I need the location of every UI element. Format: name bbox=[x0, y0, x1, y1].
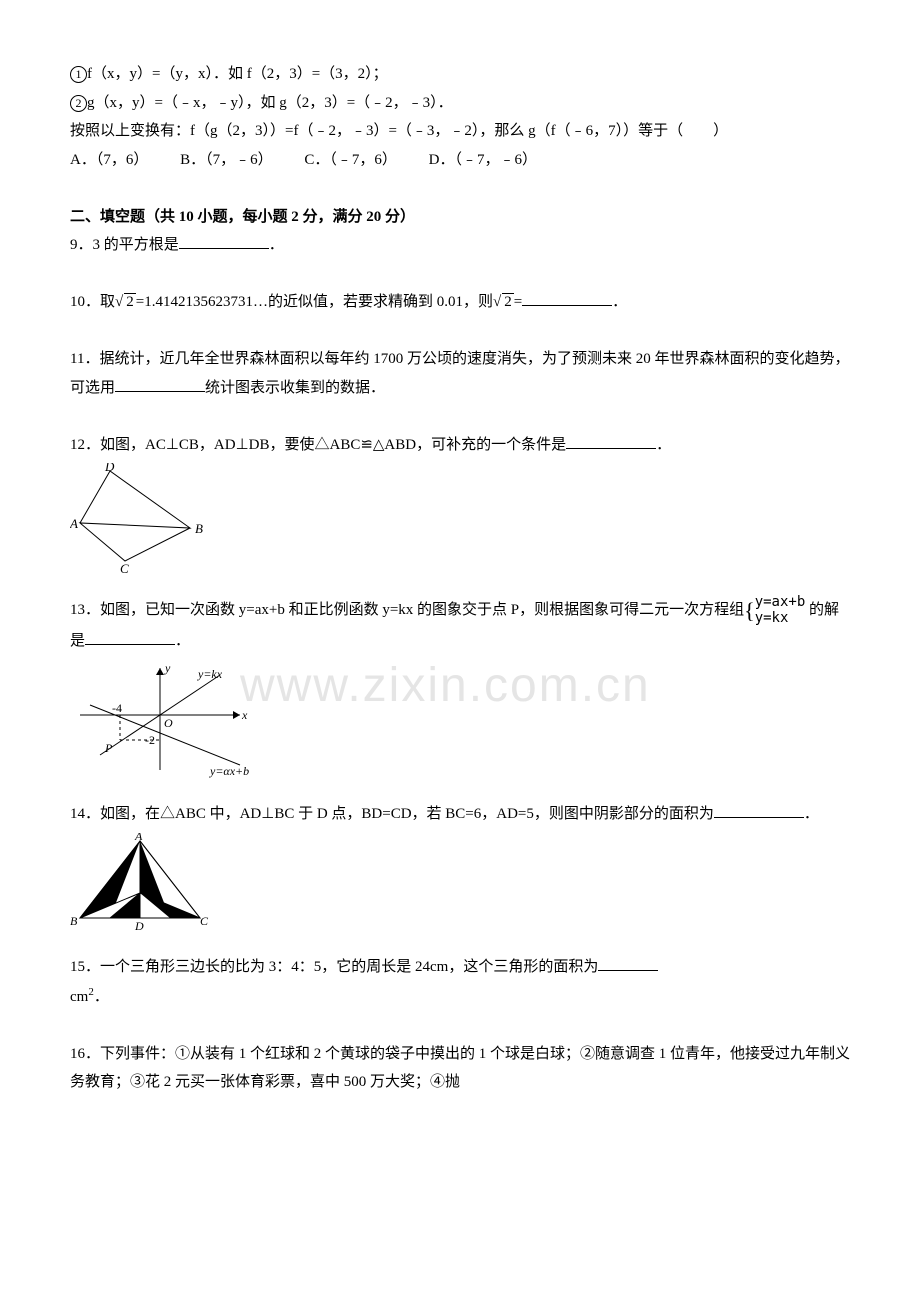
q10-sqrt2: 2 bbox=[502, 293, 514, 310]
q16-text: 16．下列事件：①从装有 1 个红球和 2 个黄球的袋子中摸出的 1 个球是白球… bbox=[70, 1046, 850, 1091]
q11-post: 统计图表示收集到的数据． bbox=[205, 380, 385, 396]
q12-figure: A B C D bbox=[70, 463, 850, 584]
q14-label-d: D bbox=[134, 919, 144, 933]
q13-figure: y x O -4 -2 P y=kx y=αx+b bbox=[70, 660, 850, 791]
q8-line1: 1f（x，y）=（y，x）．如 f（2，3）=（3，2）； bbox=[70, 60, 850, 89]
q10-pre: 10．取 bbox=[70, 294, 115, 310]
q13-end: ． bbox=[175, 633, 190, 649]
q10-end: ． bbox=[612, 294, 627, 310]
brace-icon: { bbox=[744, 597, 755, 622]
q10-sqrt1: 2 bbox=[124, 293, 136, 310]
q12-label-a: A bbox=[70, 516, 78, 531]
q15-pre: 15．一个三角形三边长的比为 3：4：5，它的周长是 24cm，这个三角形的面积… bbox=[70, 959, 598, 975]
q12-block: 12．如图，AC⊥CB，AD⊥DB，要使△ABC≌△ABD，可补充的一个条件是 ．… bbox=[70, 431, 850, 584]
q13-block: 13．如图，已知一次函数 y=ax+b 和正比例函数 y=kx 的图象交于点 P… bbox=[70, 594, 850, 791]
q14-pre: 14．如图，在△ABC 中，AD⊥BC 于 D 点，BD=CD，若 BC=6，A… bbox=[70, 806, 714, 822]
q13-svg: y x O -4 -2 P y=kx y=αx+b bbox=[70, 660, 270, 780]
q13-eq1: y=ax+b bbox=[755, 594, 806, 610]
q11-blank bbox=[115, 376, 205, 392]
q13-label-minus2: -2 bbox=[145, 733, 155, 747]
q13-label-yaxb: y=αx+b bbox=[209, 764, 249, 778]
q8-options: A．（7，6） B．（7，﹣6） C．（﹣7，6） D．（﹣7，﹣6） bbox=[70, 146, 850, 175]
q13-blank bbox=[85, 629, 175, 645]
q14-label-c: C bbox=[200, 914, 209, 928]
q12-blank bbox=[566, 433, 656, 449]
q8-opt-c: C．（﹣7，6） bbox=[304, 146, 397, 175]
q12-text: 12．如图，AC⊥CB，AD⊥DB，要使△ABC≌△ABD，可补充的一个条件是 bbox=[70, 437, 566, 453]
q8-line2-text: g（x，y）=（﹣x，﹣y），如 g（2，3）=（﹣2，﹣3）． bbox=[87, 95, 453, 111]
q14-label-b: B bbox=[70, 914, 78, 928]
q12-label-c: C bbox=[120, 561, 129, 573]
q9-block: 9．3 的平方根是 ． bbox=[70, 231, 850, 260]
q10-mid: =1.4142135623731…的近似值，若要求精确到 0.01，则 bbox=[136, 294, 493, 310]
q8-line2: 2g（x，y）=（﹣x，﹣y），如 g（2，3）=（﹣2，﹣3）． bbox=[70, 89, 850, 118]
q13-label-y: y bbox=[164, 661, 171, 675]
q15-block: 15．一个三角形三边长的比为 3：4：5，它的周长是 24cm，这个三角形的面积… bbox=[70, 953, 850, 1011]
q10-block: 10．取2=1.4142135623731…的近似值，若要求精确到 0.01，则… bbox=[70, 288, 850, 317]
q8-line3: 按照以上变换有：f（g（2，3））=f（﹣2，﹣3）=（﹣3，﹣2），那么 g（… bbox=[70, 117, 850, 146]
q14-figure: A B C D bbox=[70, 833, 850, 944]
q15-blank bbox=[598, 955, 658, 971]
q10-blank bbox=[522, 290, 612, 306]
q13-label-x: x bbox=[241, 708, 248, 722]
q15-end: ． bbox=[94, 989, 109, 1005]
q13-label-minus4: -4 bbox=[112, 701, 122, 715]
q12-label-d: D bbox=[104, 463, 115, 474]
q14-blank bbox=[714, 802, 804, 818]
q13-pre: 13．如图，已知一次函数 y=ax+b 和正比例函数 y=kx 的图象交于点 P… bbox=[70, 602, 744, 618]
circled-2: 2 bbox=[70, 95, 87, 112]
q10-post: = bbox=[514, 294, 522, 310]
q11-block: 11．据统计，近几年全世界森林面积以每年约 1700 万公顷的速度消失，为了预测… bbox=[70, 345, 850, 402]
q8-opt-b: B．（7，﹣6） bbox=[180, 146, 273, 175]
q12-label-b: B bbox=[195, 521, 203, 536]
q9-pre: 9．3 的平方根是 bbox=[70, 237, 179, 253]
q12-end: ． bbox=[656, 437, 671, 453]
q14-end: ． bbox=[804, 806, 819, 822]
q13-eqgroup: y=ax+by=kx bbox=[755, 594, 806, 628]
q12-svg: A B C D bbox=[70, 463, 220, 573]
q13-label-o: O bbox=[164, 716, 173, 730]
section2-title: 二、填空题（共 10 小题，每小题 2 分，满分 20 分） bbox=[70, 203, 850, 232]
q13-label-ykx: y=kx bbox=[197, 667, 223, 681]
sqrt-icon: 2 bbox=[493, 294, 514, 310]
q8-opt-a: A．（7，6） bbox=[70, 146, 148, 175]
q14-label-a: A bbox=[134, 833, 143, 843]
q14-block: 14．如图，在△ABC 中，AD⊥BC 于 D 点，BD=CD，若 BC=6，A… bbox=[70, 800, 850, 943]
q9-post: ． bbox=[269, 237, 284, 253]
q8-block: 1f（x，y）=（y，x）．如 f（2，3）=（3，2）； 2g（x，y）=（﹣… bbox=[70, 60, 850, 174]
q14-svg: A B C D bbox=[70, 833, 220, 933]
q16-block: 16．下列事件：①从装有 1 个红球和 2 个黄球的袋子中摸出的 1 个球是白球… bbox=[70, 1040, 850, 1097]
q8-line1-text: f（x，y）=（y，x）．如 f（2，3）=（3，2）； bbox=[87, 66, 388, 82]
q8-opt-d: D．（﹣7，﹣6） bbox=[429, 146, 537, 175]
q13-label-p: P bbox=[104, 741, 113, 755]
q9-blank bbox=[179, 233, 269, 249]
circled-1: 1 bbox=[70, 66, 87, 83]
q13-eq2: y=kx bbox=[755, 610, 789, 626]
sqrt-icon: 2 bbox=[115, 294, 136, 310]
q15-unit: cm bbox=[70, 989, 88, 1005]
